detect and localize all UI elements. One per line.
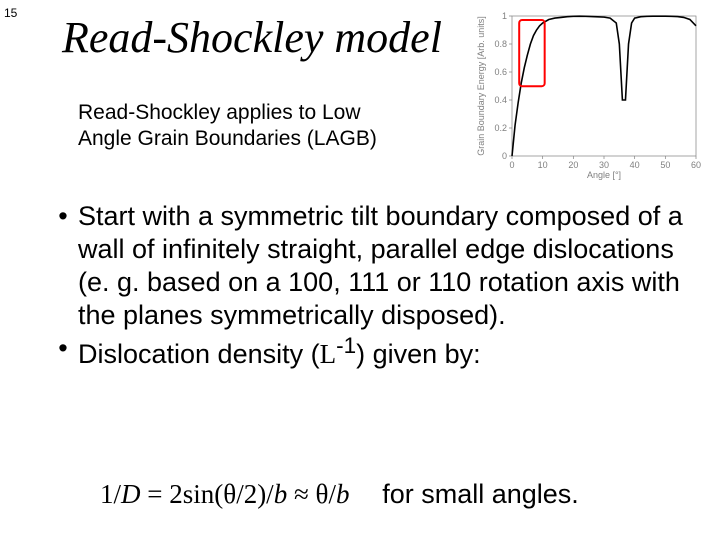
eq-part: = 2sin( <box>141 479 224 509</box>
eq-part: / <box>328 479 336 509</box>
svg-text:60: 60 <box>691 160 701 170</box>
subtitle: Read-Shockley applies to Low Angle Grain… <box>78 100 377 153</box>
svg-text:30: 30 <box>599 160 609 170</box>
eq-theta: θ <box>223 479 236 509</box>
eq-var-b: b <box>336 479 350 509</box>
bullet-text-pre: Dislocation density ( <box>78 339 320 369</box>
eq-var-D: D <box>121 479 141 509</box>
energy-chart: 0 10 20 30 40 50 60 0 0.2 0.4 0.6 0.8 1 Angle [°] Grai… <box>474 10 704 182</box>
eq-part: 1/ <box>100 479 121 509</box>
subtitle-line1: Read-Shockley applies to Low <box>78 101 361 124</box>
svg-text:Angle [°]: Angle [°] <box>587 170 621 180</box>
bullet-text-post: ) given by: <box>356 339 481 369</box>
svg-text:10: 10 <box>538 160 548 170</box>
equation-line: 1/D = 2sin(θ/2)/b ≈ θ/b for small angles… <box>100 479 690 510</box>
page-number: 15 <box>4 6 17 20</box>
svg-text:1: 1 <box>502 11 507 21</box>
svg-text:0.6: 0.6 <box>494 67 507 77</box>
svg-text:0: 0 <box>509 160 514 170</box>
page-title: Read-Shockley model <box>62 12 442 63</box>
bullet-text: Dislocation density (L-1) given by: <box>78 332 690 371</box>
svg-text:50: 50 <box>660 160 670 170</box>
eq-approx: ≈ <box>287 479 315 509</box>
svg-text:0: 0 <box>502 151 507 161</box>
svg-text:0.8: 0.8 <box>494 39 507 49</box>
eq-var-b: b <box>274 479 288 509</box>
svg-text:Grain Boundary Energy [Arb. un: Grain Boundary Energy [Arb. units] <box>476 16 486 156</box>
bullet-dot-icon: • <box>48 332 78 371</box>
eq-theta: θ <box>316 479 329 509</box>
bullet-item: • Dislocation density (L-1) given by: <box>48 332 690 371</box>
bullet-item: • Start with a symmetric tilt boundary c… <box>48 200 690 332</box>
equation-math: 1/D = 2sin(θ/2)/b ≈ θ/b <box>100 479 356 509</box>
svg-text:0.2: 0.2 <box>494 123 507 133</box>
variable-L: L <box>320 339 337 369</box>
bullet-dot-icon: • <box>48 200 78 332</box>
equation-suffix: for small angles. <box>382 479 579 509</box>
svg-text:0.4: 0.4 <box>494 95 507 105</box>
svg-text:40: 40 <box>630 160 640 170</box>
subtitle-line2: Angle Grain Boundaries (LAGB) <box>78 127 377 150</box>
eq-part: /2)/ <box>236 479 274 509</box>
exponent: -1 <box>336 333 356 358</box>
svg-text:20: 20 <box>568 160 578 170</box>
bullet-text: Start with a symmetric tilt boundary com… <box>78 200 690 332</box>
bullet-list: • Start with a symmetric tilt boundary c… <box>48 200 690 371</box>
